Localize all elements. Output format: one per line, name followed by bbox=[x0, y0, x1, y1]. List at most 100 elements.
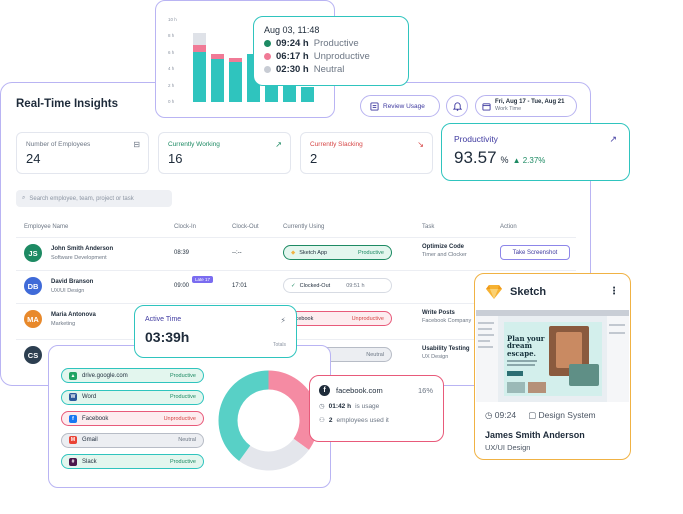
col-clock-in: Clock-In bbox=[174, 224, 197, 230]
task: Write Posts Facebook Company bbox=[422, 310, 471, 324]
usage-value: 01:42 h bbox=[328, 402, 352, 410]
app-status: Productive bbox=[170, 458, 196, 465]
usage-label: is usage bbox=[355, 402, 380, 410]
employees-line: ⚇ 2 employees used it bbox=[319, 416, 434, 425]
bar-segment-unproductive[interactable] bbox=[211, 54, 224, 60]
working-stat: Currently Working 16 ↗ bbox=[158, 132, 291, 174]
avatar: CS bbox=[24, 346, 42, 364]
bar-segment-unproductive[interactable] bbox=[193, 45, 206, 52]
app-name: Word bbox=[82, 394, 97, 400]
sketch-icon: ◆ bbox=[291, 249, 296, 256]
usage-donut-chart bbox=[218, 370, 319, 471]
time-group: ◷ 09:24 bbox=[485, 410, 516, 421]
tooltip-hours: 02:30 h bbox=[276, 64, 309, 75]
bar-segment-productive[interactable] bbox=[193, 51, 206, 102]
clock-icon: ◷ bbox=[485, 410, 495, 420]
review-usage-label: Review Usage bbox=[383, 102, 425, 110]
list-icon bbox=[370, 101, 379, 111]
y-tick-label: 10 h bbox=[168, 17, 177, 22]
bar-segment-productive[interactable] bbox=[301, 87, 314, 102]
tooltip-hours: 09:24 h bbox=[276, 38, 309, 49]
more-options-button[interactable]: ⋮ bbox=[609, 286, 619, 297]
app-status: Neutral bbox=[178, 437, 196, 443]
app-icon: ▲ bbox=[69, 371, 77, 380]
bar-segment-productive[interactable] bbox=[283, 84, 296, 102]
using-status: 09:51 h bbox=[346, 282, 365, 289]
take-screenshot-button[interactable]: Take Screenshot bbox=[500, 245, 570, 260]
stat-label: Number of Employees bbox=[26, 141, 91, 148]
app-usage-item[interactable]: M Gmail Neutral bbox=[61, 432, 204, 448]
late-badge: Late 17 bbox=[192, 276, 214, 283]
app-status: Unproductive bbox=[163, 415, 196, 422]
app-status: Productive bbox=[170, 394, 196, 400]
col-clock-out: Clock-Out bbox=[232, 224, 259, 230]
date-range-picker[interactable]: Fri, Aug 17 - Tue, Aug 21 Work Time bbox=[475, 95, 577, 117]
app-name: Sketch bbox=[510, 286, 547, 298]
productive-segment[interactable] bbox=[218, 370, 269, 461]
table-row[interactable]: DB David Branson UX/UI Design 09:00 Late… bbox=[16, 270, 576, 300]
clock-out: 17:01 bbox=[232, 283, 248, 289]
tooltip-hours: 06:17 h bbox=[276, 51, 309, 62]
neutral-segment[interactable] bbox=[239, 438, 309, 471]
site-name: facebook.com bbox=[336, 386, 383, 395]
app-usage-item[interactable]: f Facebook Unproductive bbox=[61, 411, 204, 426]
app-header: Sketch bbox=[485, 284, 620, 300]
col-employee-name: Employee Name bbox=[24, 224, 69, 230]
users-icon: ⚇ bbox=[319, 417, 325, 424]
page-title: Real-Time Insights bbox=[16, 98, 119, 110]
productivity-card: Productivity 93.57 % ▲ 2.37% ↗ bbox=[441, 123, 630, 181]
screenshot-time: 09:24 bbox=[494, 410, 517, 420]
day-tooltip: Aug 03, 11:48 09:24 h Productive 06:17 h… bbox=[253, 16, 409, 86]
table-row[interactable]: MA Maria Antonova Marketing facebook Unp… bbox=[16, 303, 576, 333]
bar-segment-unproductive[interactable] bbox=[229, 57, 242, 62]
app-name: Gmail bbox=[82, 437, 98, 443]
app-name: drive.google.com bbox=[82, 372, 128, 379]
review-usage-button[interactable]: Review Usage bbox=[360, 95, 440, 117]
productivity-label: Productivity bbox=[454, 134, 498, 144]
employees-label: employees used it bbox=[336, 416, 389, 424]
task-sub: Facebook Company bbox=[422, 318, 472, 324]
check-circle-icon: ✓ bbox=[291, 282, 296, 289]
screenshot-headline: Plan your dream escape. bbox=[507, 334, 545, 358]
table-row[interactable]: JS John Smith Anderson Software Developm… bbox=[16, 237, 576, 267]
app-usage-item[interactable]: # Slack Productive bbox=[61, 454, 204, 469]
clock-in: 09:00 bbox=[174, 283, 190, 289]
stat-value: 2 bbox=[310, 151, 318, 166]
tooltip-row-neutral: 02:30 h Neutral bbox=[264, 64, 398, 75]
using-status: Productive bbox=[358, 249, 384, 256]
notifications-button[interactable] bbox=[446, 95, 468, 117]
app-icon: # bbox=[69, 457, 77, 466]
currently-using-badge: ◆ Sketch App Productive bbox=[283, 245, 392, 260]
bar-segment-productive[interactable] bbox=[229, 61, 242, 102]
search-placeholder: Search employee, team, project or task bbox=[29, 195, 134, 202]
unproductive-segment[interactable] bbox=[268, 370, 319, 450]
using-status: Unproductive bbox=[351, 315, 384, 322]
employee-name: James Smith Anderson bbox=[485, 430, 585, 440]
using-app: Clocked-Out bbox=[299, 282, 331, 289]
task: Usability Testing UX Design bbox=[422, 346, 470, 360]
active-time-value: 03:39h bbox=[145, 329, 190, 345]
currently-using-badge: facebook Unproductive bbox=[283, 311, 392, 326]
employee-name: John Smith Anderson bbox=[51, 246, 114, 252]
neutral-dot bbox=[264, 66, 271, 73]
bell-icon bbox=[452, 102, 462, 111]
clock-icon: ◷ bbox=[319, 403, 325, 410]
tooltip-label: Unproductive bbox=[313, 51, 370, 62]
date-range-sub: Work Time bbox=[495, 106, 522, 113]
task-sub: Timer and Clocker bbox=[422, 252, 467, 258]
unproductive-dot bbox=[264, 53, 271, 60]
screenshot-card[interactable]: Sketch ⋮ Plan your dream escape. ◷ 09:24… bbox=[474, 273, 631, 460]
site-percent: 16% bbox=[417, 386, 433, 395]
avatar: JS bbox=[24, 244, 42, 262]
productivity-change: ▲ 2.37% bbox=[512, 156, 546, 165]
y-tick-label: 4 h bbox=[168, 66, 175, 72]
trend-down-icon: ↘ bbox=[417, 140, 424, 149]
tooltip-date: Aug 03, 11:48 bbox=[264, 25, 320, 35]
app-usage-item[interactable]: W Word Productive bbox=[61, 389, 204, 405]
search-input[interactable]: ⌕ Search employee, team, project or task bbox=[16, 190, 172, 207]
active-time-card: Active Time 03:39h ⚡ Totals bbox=[134, 305, 297, 358]
app-usage-item[interactable]: ▲ drive.google.com Productive bbox=[61, 368, 204, 383]
screenshot-thumbnail[interactable]: Plan your dream escape. bbox=[476, 310, 629, 402]
bar-segment-productive[interactable] bbox=[211, 59, 224, 102]
bar-segment-neutral[interactable] bbox=[193, 33, 206, 46]
